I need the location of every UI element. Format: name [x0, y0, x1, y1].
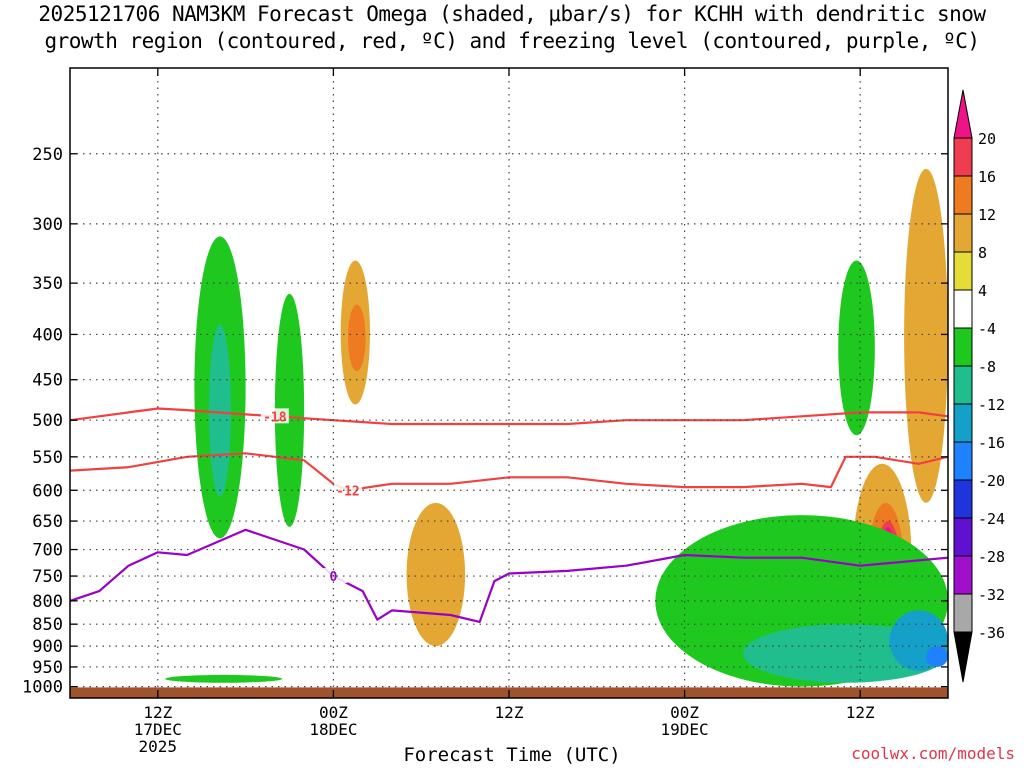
chart-title-line-2: growth region (contoured, red, ºC) and f…: [44, 29, 980, 53]
x-tick-label-6-2: 2025: [139, 737, 178, 756]
x-tick-label-6-0: 12Z: [143, 703, 172, 722]
contour-label-0: -18: [263, 410, 287, 425]
colorbar: 20 16 12 8 4 -4 -8 -12 -16 -20 -24 -28 -32 -36: [953, 89, 1005, 683]
colorbar-over-triangle: [953, 89, 973, 139]
omega-region-23: [926, 646, 948, 667]
colorbar-label-7: -12: [978, 396, 1005, 414]
colorbar-band-3: [953, 251, 973, 291]
colorbar-label-5: -4: [978, 320, 996, 338]
site-credit[interactable]: coolwx.com/models: [851, 744, 1015, 763]
x-tick-label-42-1: 19DEC: [661, 720, 709, 739]
x-tick-label-30-0: 12Z: [495, 703, 524, 722]
omega-region-5: [457, 138, 546, 457]
colorbar-band-10: [953, 517, 973, 557]
colorbar-band-12: [953, 593, 973, 633]
plot-area: -18 -12 0: [69, 67, 949, 699]
contour-label-1: -12: [336, 484, 359, 499]
colorbar-under-triangle: [953, 631, 973, 683]
x-tick-label-6-1: 17DEC: [134, 720, 182, 739]
x-tick-label-54-0: 12Z: [846, 703, 875, 722]
y-tick-label-750: 750: [32, 567, 63, 587]
y-tick-label-800: 800: [32, 592, 63, 612]
colorbar-label-6: -8: [978, 358, 996, 376]
x-axis-label: Forecast Time (UTC): [403, 744, 621, 766]
omega-region-17: [209, 324, 231, 497]
y-tick-label-950: 950: [32, 658, 63, 678]
contour-1: [70, 452, 948, 492]
y-tick-label-450: 450: [32, 371, 63, 391]
y-tick-label-600: 600: [32, 481, 63, 501]
colorbar-band-6: [953, 365, 973, 405]
omega-region-11: [904, 168, 948, 503]
y-tick-label-850: 850: [32, 615, 63, 635]
y-tick-label-250: 250: [32, 145, 63, 165]
chart-title-line-1: 2025121706 NAM3KM Forecast Omega (shaded…: [38, 2, 986, 26]
omega-region-6: [70, 610, 129, 663]
omega-region-19: [165, 674, 283, 683]
contour-label-bg-0: [260, 408, 289, 424]
y-tick-label-700: 700: [32, 541, 63, 561]
colorbar-band-4: [953, 289, 973, 329]
y-tick-label-350: 350: [32, 274, 63, 294]
omega-region-4: [406, 502, 466, 647]
colorbar-band-2: [953, 213, 973, 253]
colorbar-label-0: 20: [978, 130, 996, 148]
colorbar-band-11: [953, 555, 973, 595]
x-tick-label-18-1: 18DEC: [309, 720, 357, 739]
colorbar-label-4: 4: [978, 282, 987, 300]
contour-label-bg-1: [334, 482, 363, 498]
contour-label-2: 0: [329, 570, 337, 585]
y-tick-label-650: 650: [32, 512, 63, 532]
colorbar-label-11: -28: [978, 548, 1005, 566]
contour-0: [70, 407, 948, 426]
y-tick-label-300: 300: [32, 215, 63, 235]
colorbar-label-2: 12: [978, 206, 996, 224]
grid-lines: [70, 68, 948, 698]
colorbar-label-12: -32: [978, 586, 1005, 604]
x-tick-label-18-0: 00Z: [319, 703, 348, 722]
colorbar-label-1: 16: [978, 168, 996, 186]
y-tick-label-900: 900: [32, 637, 63, 657]
y-tick-label-550: 550: [32, 448, 63, 468]
contour-2: [70, 528, 948, 624]
shaded-field: -18 -12 0: [70, 68, 948, 698]
omega-region-18: [274, 293, 305, 527]
colorbar-label-8: -16: [978, 434, 1005, 452]
omega-region-7: [194, 586, 231, 642]
y-tick-label-1000: 1000: [22, 678, 63, 698]
y-tick-label-400: 400: [32, 325, 63, 345]
axes: 2503003504004505005506006507007508008509…: [22, 68, 948, 756]
y-tick-label-500: 500: [32, 411, 63, 431]
colorbar-label-3: 8: [978, 244, 987, 262]
colorbar-label-9: -20: [978, 472, 1005, 490]
colorbar-band-8: [953, 441, 973, 481]
colorbar-band-0: [953, 137, 973, 177]
x-tick-label-42-0: 00Z: [670, 703, 699, 722]
colorbar-band-1: [953, 175, 973, 215]
omega-region-2: [348, 304, 366, 372]
omega-region-24: [838, 260, 875, 436]
colorbar-label-13: -36: [978, 624, 1005, 642]
colorbar-band-5: [953, 327, 973, 367]
colorbar-band-9: [953, 479, 973, 519]
colorbar-label-10: -24: [978, 510, 1005, 528]
colorbar-band-7: [953, 403, 973, 443]
